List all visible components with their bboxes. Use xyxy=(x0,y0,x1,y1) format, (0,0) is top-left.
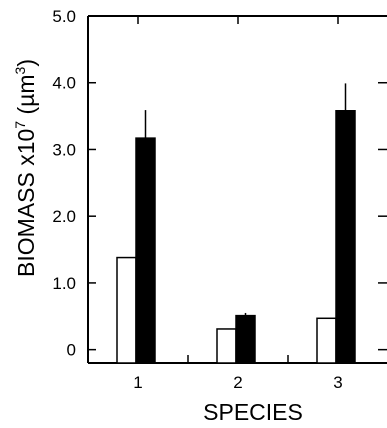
bar xyxy=(135,137,156,364)
y-tick-label: 3.0 xyxy=(52,140,76,159)
y-tick-label: 2.0 xyxy=(52,207,76,226)
y-tick-label: 1.0 xyxy=(52,274,76,293)
y-axis-title-exponent: 7 xyxy=(12,121,28,129)
x-axis-title: SPECIES xyxy=(203,399,303,425)
bar xyxy=(235,314,256,364)
bar xyxy=(335,110,356,364)
y-axis: 0 1.0 2.0 3.0 4.0 5.0 xyxy=(52,7,387,360)
y-axis-title-unit: (µm xyxy=(13,74,39,120)
x-tick-label: 3 xyxy=(333,373,342,392)
y-tick-label: 4.0 xyxy=(52,74,76,93)
bar xyxy=(316,317,337,364)
x-tick-label: 2 xyxy=(233,373,242,392)
y-tick-label: 0 xyxy=(67,341,76,360)
y-axis-title: BIOMASS x107 (µm3) xyxy=(12,59,39,277)
x-tick-label: 1 xyxy=(133,373,142,392)
bar xyxy=(116,256,137,364)
bars xyxy=(116,83,356,364)
y-axis-title-main: BIOMASS x10 xyxy=(13,129,39,277)
y-tick-label: 5.0 xyxy=(52,7,76,26)
y-axis-title-unit-exponent: 3 xyxy=(12,66,28,74)
bar xyxy=(216,328,237,364)
y-axis-title-close: ) xyxy=(13,59,39,67)
